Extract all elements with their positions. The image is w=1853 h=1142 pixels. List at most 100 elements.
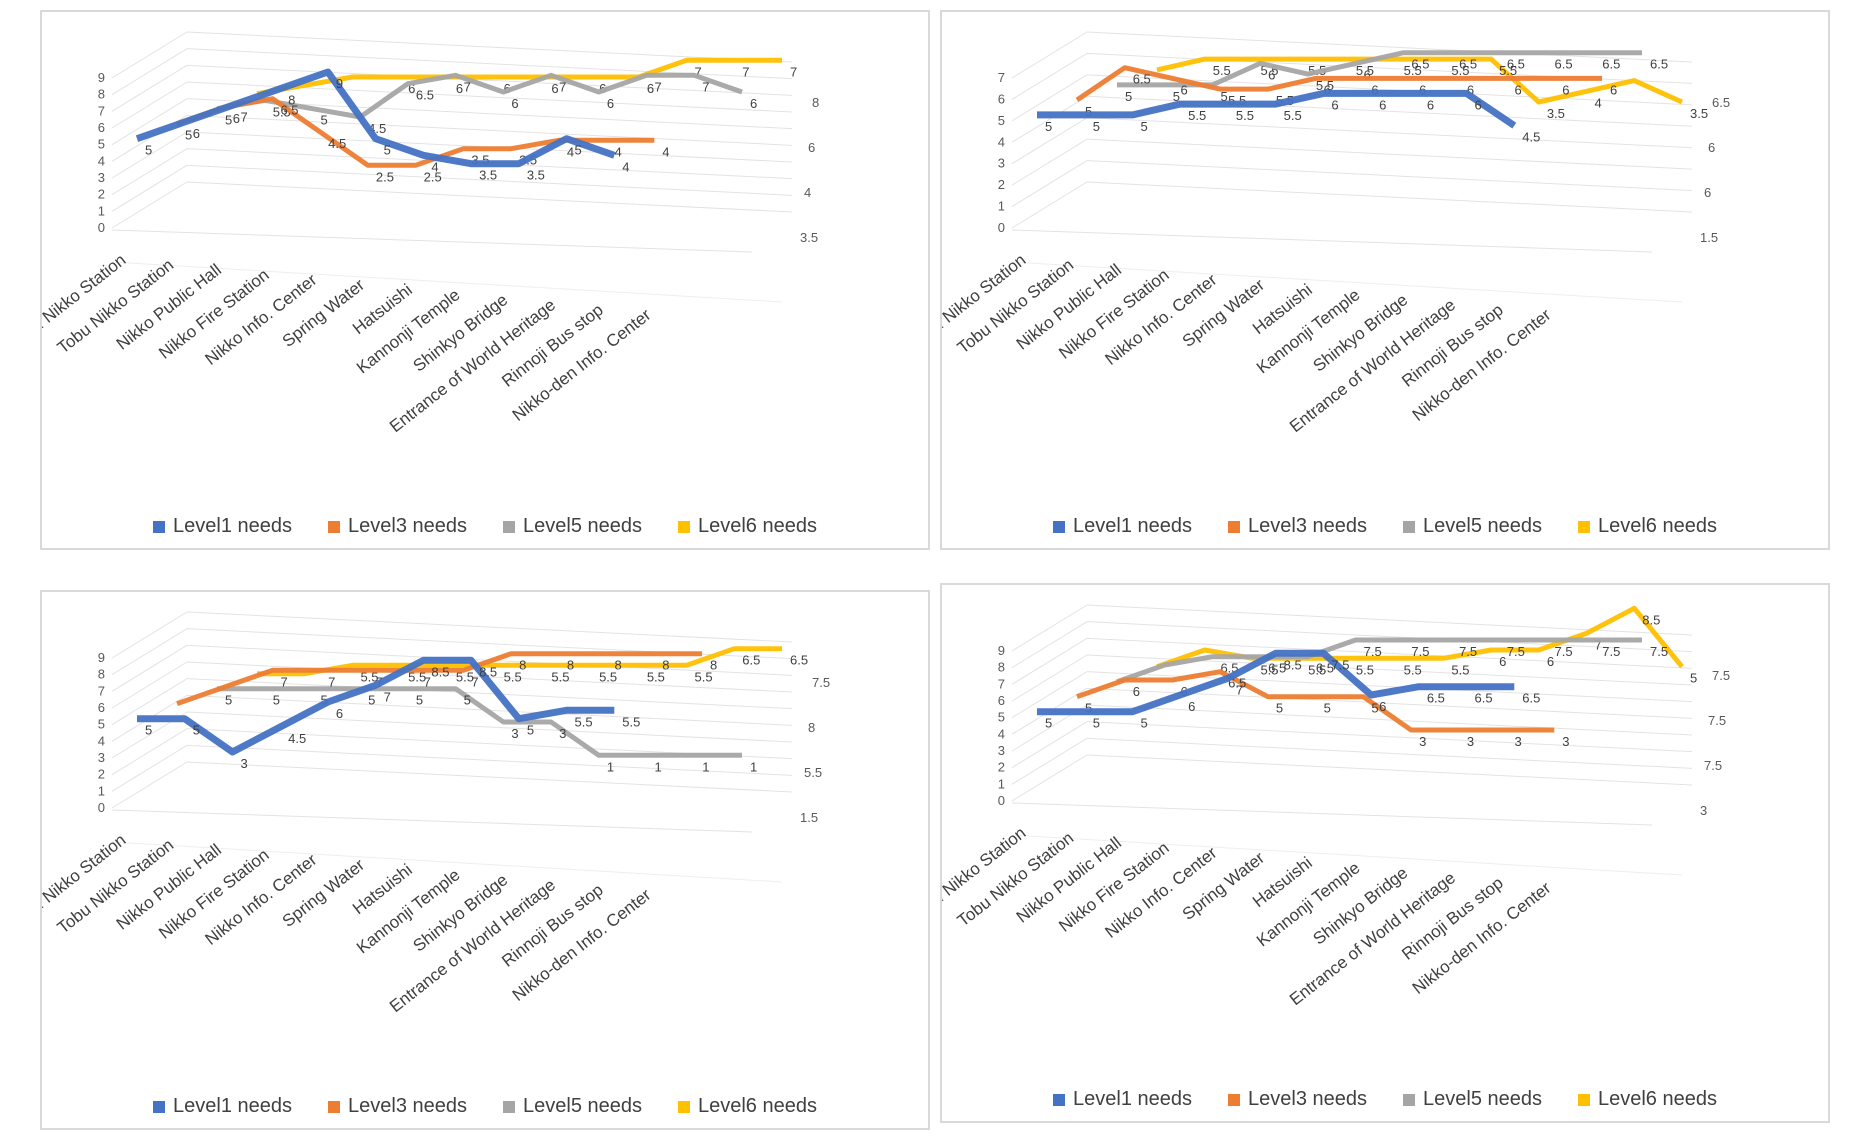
- grid-line: [186, 181, 793, 213]
- floor-edge: [1011, 834, 1683, 876]
- data-label: 5: [1220, 89, 1227, 104]
- data-label: 8: [662, 658, 669, 673]
- data-label: 8.5: [1284, 657, 1302, 672]
- depth-axis-label: 8: [812, 95, 819, 110]
- grid-line-diag: [111, 31, 188, 79]
- data-label: 5: [193, 723, 200, 738]
- legend-label: Level3 needs: [348, 1095, 467, 1117]
- data-label: 5.5: [360, 669, 378, 684]
- y-tick-label: 0: [98, 800, 105, 815]
- data-label: 6.5: [1602, 57, 1620, 72]
- data-label: 6: [551, 81, 558, 96]
- data-label: 5: [464, 693, 471, 708]
- data-label: 6: [1180, 82, 1187, 97]
- legend-item-level6: Level6 needs: [677, 1095, 817, 1118]
- grid-line-diag: [111, 611, 188, 659]
- data-label: 6: [647, 81, 654, 96]
- data-label: 5: [225, 693, 232, 708]
- legend-swatch: [153, 520, 166, 533]
- grid-line-diag: [1011, 138, 1088, 186]
- series-line-level6: [257, 646, 782, 677]
- y-tick-label: 1: [998, 199, 1005, 214]
- data-label: 5: [1140, 119, 1147, 134]
- data-label: 5: [1125, 89, 1132, 104]
- grid-line-diag: [111, 131, 188, 179]
- data-label: 6.5: [1522, 691, 1540, 706]
- floor-edge: [1011, 229, 1653, 253]
- grid-line-diag: [111, 98, 188, 146]
- grid-line: [186, 114, 793, 146]
- legend-swatch: [153, 1100, 166, 1113]
- data-label: 5.5: [622, 714, 640, 729]
- data-label: 5: [145, 723, 152, 738]
- grid-line: [186, 164, 793, 196]
- legend-label: Level1 needs: [1073, 1088, 1193, 1110]
- legend-label: Level5 needs: [523, 515, 642, 537]
- depth-axis-label: 4: [804, 185, 811, 200]
- data-label: 3.5: [1690, 106, 1708, 121]
- data-label: 6.5: [1427, 691, 1445, 706]
- data-label: 6.5: [280, 103, 298, 118]
- series-line-level1: [137, 656, 615, 756]
- series-line-level6: [1156, 56, 1684, 105]
- series-line-level1: [135, 68, 616, 168]
- grid-line-diag: [1011, 737, 1088, 785]
- data-label: 6: [408, 81, 415, 96]
- depth-axis-label: 7.5: [1712, 668, 1730, 683]
- legend-label: Level1 needs: [173, 1095, 293, 1117]
- grid-line-diag: [111, 64, 188, 112]
- grid-line-diag: [1011, 74, 1088, 122]
- data-label: 6: [1364, 67, 1371, 82]
- legend-label: Level6 needs: [1597, 515, 1717, 537]
- data-label: 4: [431, 159, 438, 174]
- legend-item-level6: Level6 needs: [1577, 1088, 1717, 1111]
- legend-label: Level1 needs: [1073, 515, 1193, 537]
- grid-line-diag: [111, 644, 188, 692]
- data-label: 7: [702, 79, 709, 94]
- floor-edge: [111, 841, 783, 883]
- legend-swatch: [1228, 1093, 1241, 1106]
- grid-line: [1086, 31, 1693, 63]
- data-label: 6: [1515, 82, 1522, 97]
- data-label: 7.5: [1602, 644, 1620, 659]
- grid-line-diag: [1011, 637, 1088, 685]
- y-tick-label: 1: [98, 783, 105, 798]
- data-label: 3.5: [1547, 106, 1565, 121]
- grid-line: [186, 64, 793, 96]
- series-line-level6: [256, 57, 782, 97]
- y-tick-label: 8: [98, 87, 105, 102]
- data-label: 1: [607, 759, 614, 774]
- series-line-level5: [217, 686, 742, 758]
- data-label: 5: [1045, 119, 1052, 134]
- chart-panel-top-left: 0 1 2 3 4 5 6 7 8 9 8 6 4 3.5 6 6 6 6 6 6 7 7 7 5 5.5 5 4.5 6.5 7 6 7 6…: [40, 10, 930, 550]
- floor-edge: [1011, 261, 1683, 303]
- data-label: 7: [328, 674, 335, 689]
- grid-line-diag: [111, 628, 188, 676]
- data-label: 6: [456, 81, 463, 96]
- grid-line-diag: [111, 164, 188, 212]
- data-label: 8.5: [1642, 612, 1660, 627]
- data-label: 6.5: [1268, 661, 1286, 676]
- data-label: 5.5: [647, 669, 665, 684]
- series-line-level1: [1037, 89, 1517, 129]
- data-label: 5: [416, 693, 423, 708]
- data-label: 6.5: [1459, 57, 1477, 72]
- data-label: 3.5: [479, 168, 497, 183]
- grid-line-diag: [111, 661, 188, 709]
- data-label: 5: [384, 143, 391, 158]
- data-label: 7.5: [1364, 644, 1382, 659]
- grid-line-diag: [1011, 721, 1088, 769]
- data-label: 7.5: [1507, 644, 1525, 659]
- y-tick-label: 7: [998, 676, 1005, 691]
- grid-line: [186, 761, 793, 793]
- depth-axis-label: 7.5: [1704, 758, 1722, 773]
- y-tick-label: 6: [998, 693, 1005, 708]
- depth-axis-label: 6.5: [1712, 95, 1730, 110]
- data-label: 1: [702, 759, 709, 774]
- data-label: 3.5: [527, 168, 545, 183]
- data-label: 6: [193, 126, 200, 141]
- grid-line-diag: [111, 48, 188, 96]
- y-tick-label: 1: [98, 203, 105, 218]
